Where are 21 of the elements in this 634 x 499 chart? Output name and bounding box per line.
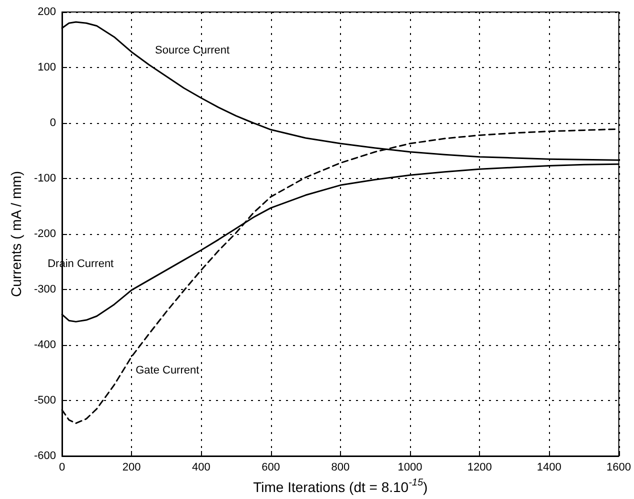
y-axis-title: Currents ( mA / mm) — [8, 170, 24, 298]
x-tick-label: 200 — [122, 462, 141, 474]
y-tick-label: -600 — [34, 450, 56, 462]
x-tick-label: 0 — [58, 462, 66, 474]
x-tick-label: 1000 — [398, 462, 422, 474]
y-tick-label: 200 — [38, 6, 56, 18]
x-tick-label: 1200 — [467, 462, 492, 474]
y-tick-label: -500 — [34, 394, 56, 406]
x-tick-label: 1600 — [606, 462, 632, 474]
x-tick-label: 800 — [331, 462, 350, 474]
y-tick-label: 100 — [38, 62, 56, 74]
y-tick-label: -200 — [34, 228, 56, 240]
y-tick-label: 0 — [50, 117, 56, 129]
x-tick-label: 1400 — [536, 462, 562, 474]
x-tick-label: 400 — [192, 462, 210, 474]
y-tick-label: -100 — [34, 172, 56, 184]
y-tick-label: -400 — [34, 339, 56, 351]
x-tick-label: 600 — [262, 462, 280, 474]
series-label: Gate Current — [136, 364, 200, 377]
y-tick-label: -300 — [34, 284, 56, 296]
series-label: Source Current — [154, 44, 230, 57]
